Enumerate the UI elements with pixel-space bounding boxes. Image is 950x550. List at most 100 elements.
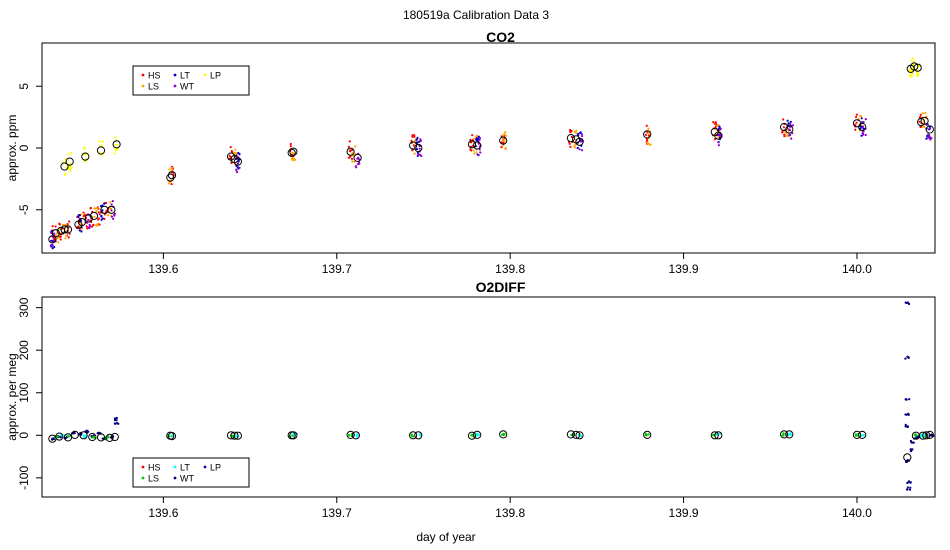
plot-frame <box>41 296 936 498</box>
data-point <box>928 127 932 130</box>
mean-marker <box>289 147 298 156</box>
x-tick-label: 139.9 <box>669 262 699 276</box>
data-point <box>646 139 649 142</box>
data-point <box>65 223 68 226</box>
data-point <box>354 145 357 148</box>
x-tick-label: 139.6 <box>148 262 178 276</box>
mean-marker <box>79 431 88 440</box>
data-point <box>502 138 505 141</box>
mean-marker <box>55 432 64 441</box>
data-point <box>578 148 581 151</box>
data-point <box>411 134 414 137</box>
data-point <box>110 203 113 206</box>
mean-marker <box>566 134 576 143</box>
legend-marker <box>141 84 145 88</box>
data-point <box>570 135 574 138</box>
data-point <box>915 72 919 75</box>
data-point <box>907 481 910 484</box>
data-point <box>918 64 921 67</box>
data-point <box>349 155 352 158</box>
data-point <box>864 118 867 121</box>
data-point <box>419 138 422 141</box>
data-point <box>469 141 473 144</box>
data-point <box>413 134 416 137</box>
data-point <box>906 486 910 489</box>
x-tick-label: 139.7 <box>322 506 352 520</box>
data-point <box>923 434 926 437</box>
mean-marker <box>346 430 355 439</box>
data-point <box>477 142 480 145</box>
data-point <box>50 239 53 242</box>
legend-marker <box>203 465 207 469</box>
data-point <box>789 122 792 125</box>
data-point <box>58 223 62 226</box>
data-point <box>97 211 100 214</box>
data-point <box>713 138 717 141</box>
data-point <box>575 132 578 135</box>
mean-marker <box>473 141 482 150</box>
data-point <box>916 435 920 439</box>
legend-marker <box>141 476 145 480</box>
mean-marker <box>167 432 177 441</box>
data-point <box>717 144 721 147</box>
mean-marker <box>287 148 296 157</box>
mean-marker <box>89 211 99 220</box>
data-point <box>100 218 103 221</box>
y-tick-label: 300 <box>17 297 31 317</box>
data-point <box>51 244 54 247</box>
data-point <box>502 141 505 144</box>
mean-marker <box>467 431 477 440</box>
data-point <box>77 215 80 219</box>
data-point <box>860 115 863 118</box>
data-point <box>416 151 419 154</box>
data-point <box>927 136 930 139</box>
data-point <box>103 217 106 220</box>
data-point <box>576 146 579 150</box>
data-point <box>919 435 923 438</box>
mean-marker <box>346 147 355 156</box>
mean-marker <box>858 122 867 132</box>
data-point <box>358 158 361 161</box>
data-point <box>238 166 241 169</box>
data-point <box>101 209 104 212</box>
data-point <box>95 210 98 213</box>
data-point <box>789 120 792 123</box>
data-point <box>56 435 59 438</box>
data-point <box>918 116 921 119</box>
mean-marker <box>913 63 922 72</box>
data-point <box>110 215 114 218</box>
data-point <box>911 57 914 60</box>
data-point <box>500 146 503 149</box>
data-point <box>62 223 65 226</box>
y-tick-label: 0 <box>17 144 31 151</box>
data-point <box>59 238 62 241</box>
data-point <box>908 398 911 401</box>
data-point <box>91 225 94 228</box>
data-point <box>111 200 114 203</box>
data-point <box>87 218 90 221</box>
data-point <box>82 434 86 437</box>
data-point <box>904 357 907 360</box>
data-point <box>113 419 117 422</box>
mean-marker <box>351 431 360 440</box>
data-point <box>415 148 419 151</box>
data-point <box>101 144 104 147</box>
legend-label: HS <box>148 71 161 81</box>
mean-marker <box>166 173 175 182</box>
mean-marker <box>714 131 723 140</box>
data-point <box>413 152 416 155</box>
data-point <box>351 152 354 155</box>
data-point <box>579 435 583 438</box>
mean-marker <box>925 430 934 439</box>
data-point <box>781 131 784 134</box>
x-tick-label: 140.0 <box>842 262 872 276</box>
data-point <box>909 450 913 453</box>
mean-marker <box>112 140 121 149</box>
mean-marker <box>84 214 93 223</box>
data-point <box>168 168 171 171</box>
mean-marker <box>785 125 794 134</box>
data-point <box>579 131 582 134</box>
data-point <box>101 140 104 143</box>
data-point <box>910 59 913 62</box>
